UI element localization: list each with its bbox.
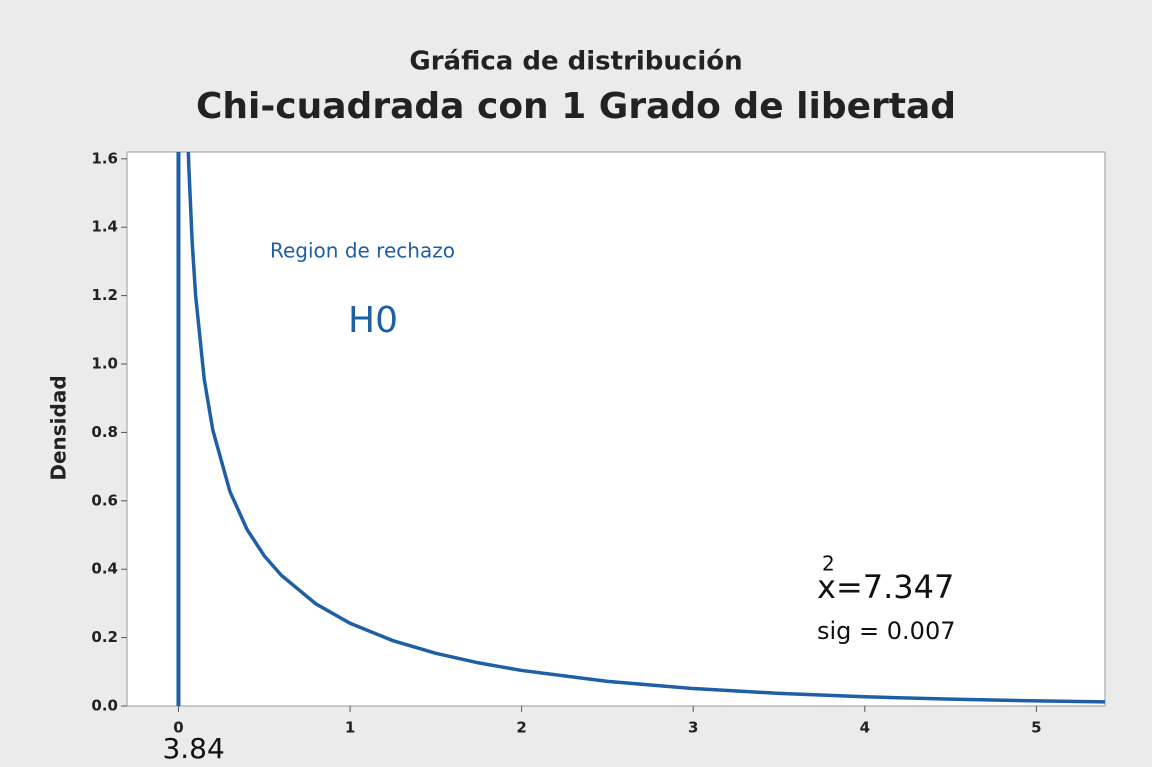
x-tick-label: 0 <box>173 719 183 737</box>
annotation: x=7.347 <box>817 568 954 606</box>
y-tick-label: 1.4 <box>91 218 118 236</box>
annotation: 2 <box>822 552 835 576</box>
x-tick-label: 3 <box>688 719 698 737</box>
y-tick-label: 0.6 <box>91 491 118 509</box>
x-tick-label: 1 <box>345 719 355 737</box>
y-tick-label: 0.0 <box>91 697 118 715</box>
x-tick-label: 5 <box>1031 719 1041 737</box>
chart-title: Gráfica de distribución <box>409 47 742 77</box>
density-curve <box>186 152 1105 704</box>
x-tick-label: 2 <box>516 719 526 737</box>
y-tick-label: 1.6 <box>91 149 118 167</box>
y-tick-label: 0.2 <box>91 628 118 646</box>
y-tick-label: 0.8 <box>91 423 118 441</box>
critical-label: 3.84 <box>162 732 224 765</box>
y-axis-label: Densidad <box>47 375 71 480</box>
plot-area <box>126 151 1106 707</box>
y-tick-label: 0.4 <box>91 560 118 578</box>
y-tick-label: 1.2 <box>91 286 118 304</box>
chart-subtitle: Chi-cuadrada con 1 Grado de libertad <box>196 86 956 127</box>
annotation: sig = 0.007 <box>817 617 955 645</box>
x-tick-label: 4 <box>860 719 870 737</box>
annotation: Region de rechazo <box>270 239 455 263</box>
y-tick-label: 1.0 <box>91 355 118 373</box>
annotation: H0 <box>348 300 398 341</box>
